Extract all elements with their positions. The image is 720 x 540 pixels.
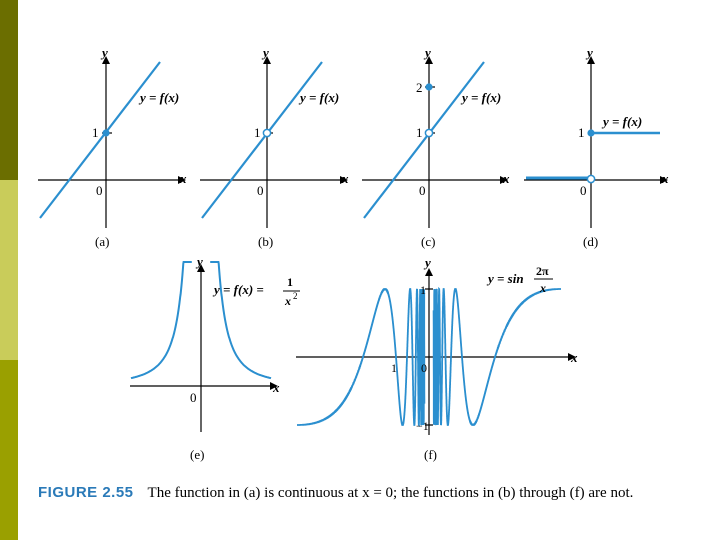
sidebar-band-middle (0, 180, 18, 360)
figure-number: FIGURE 2.55 (38, 484, 134, 501)
y-axis-arrow (587, 56, 595, 64)
x-tick-label-1: 1 (391, 361, 397, 375)
panel-label: (d) (583, 234, 598, 249)
x-label: x (272, 380, 280, 395)
x-axis-arrow (178, 176, 186, 184)
y-axis-arrow (102, 56, 110, 64)
tick-label-1: 1 (92, 125, 99, 140)
sidebar-band-bottom (0, 360, 18, 540)
panel-label: (f) (424, 447, 437, 462)
curve-label: y = sin (486, 271, 524, 286)
curve-label: y = f(x) (138, 90, 179, 105)
figure-caption: FIGURE 2.55 The function in (a) is contin… (38, 482, 698, 504)
tick-label-1: 1 (420, 283, 426, 297)
panel-e: y x 0 y = f(x) = 1 x 2 (e) (130, 254, 300, 462)
x-axis-arrow (340, 176, 348, 184)
sidebar-band-top (0, 0, 18, 180)
curve-left-branch (130, 261, 192, 380)
x-axis-arrow (660, 176, 668, 184)
fraction-exponent: 2 (293, 291, 298, 301)
origin-label: 0 (421, 361, 427, 375)
y-axis-arrow (425, 56, 433, 64)
y-axis-arrow (425, 268, 433, 276)
curve-line (39, 61, 161, 219)
caption-text: The function in (a) is continuous at x =… (147, 485, 634, 501)
panel-label: (c) (421, 234, 435, 249)
panel-d: y x 1 0 y = f(x) (d) (524, 45, 669, 249)
panel-a: y x 1 0 y = f(x) (a) (38, 45, 187, 249)
panel-f: y x 1 −1 1 0 y = sin 2π x (f) (296, 255, 578, 462)
tick-label-1: 1 (416, 125, 423, 140)
tick-label-1: 1 (254, 125, 261, 140)
open-point (424, 128, 434, 138)
origin-label: 0 (580, 183, 587, 198)
origin-label: 0 (419, 183, 426, 198)
tick-label-neg-1: −1 (416, 419, 429, 433)
fraction-numerator: 2π (536, 264, 549, 278)
curve-label: y = f(x) (460, 90, 501, 105)
panel-label: (a) (95, 234, 109, 249)
tick-label-2: 2 (416, 80, 423, 95)
panel-c: y x 1 2 0 y = f(x) (c) (362, 45, 510, 249)
curve-label: y = f(x) (298, 90, 339, 105)
origin-label: 0 (190, 390, 197, 405)
x-label: x (570, 350, 578, 365)
filled-point (102, 129, 110, 137)
y-label: y (261, 45, 269, 60)
fraction-denominator: x (284, 294, 291, 308)
panel-label: (e) (190, 447, 204, 462)
y-label: y (100, 45, 108, 60)
origin-label: 0 (257, 183, 264, 198)
x-axis-arrow (500, 176, 508, 184)
y-label: y (585, 45, 593, 60)
fraction-numerator: 1 (287, 275, 293, 289)
figure-panels: y x 1 0 y = f(x) (a) y x 1 0 y = f(x) (b… (38, 45, 669, 462)
y-label: y (423, 255, 431, 270)
curve-right-branch (210, 261, 272, 380)
x-axis-arrow (568, 353, 576, 361)
y-label: y (195, 254, 203, 269)
panel-label: (b) (258, 234, 273, 249)
open-point (586, 174, 596, 184)
x-axis-arrow (270, 382, 278, 390)
filled-point (425, 83, 433, 91)
curve-label: y = f(x) (601, 114, 642, 129)
curve-label: y = f(x) = (212, 282, 264, 297)
origin-label: 0 (96, 183, 103, 198)
x-label: x (341, 171, 349, 186)
filled-point (587, 129, 595, 137)
tick-label-1: 1 (578, 125, 585, 140)
y-axis-arrow (197, 264, 205, 272)
sidebar-decoration (0, 0, 18, 540)
y-label: y (423, 45, 431, 60)
x-label: x (661, 171, 669, 186)
open-point (262, 128, 272, 138)
curve-line (201, 61, 323, 219)
y-axis-arrow (263, 56, 271, 64)
fraction-denominator: x (539, 281, 546, 295)
curve-line (363, 61, 485, 219)
curve-sine (297, 286, 561, 428)
panel-b: y x 1 0 y = f(x) (b) (200, 45, 349, 249)
x-label: x (179, 171, 187, 186)
x-label: x (502, 171, 510, 186)
